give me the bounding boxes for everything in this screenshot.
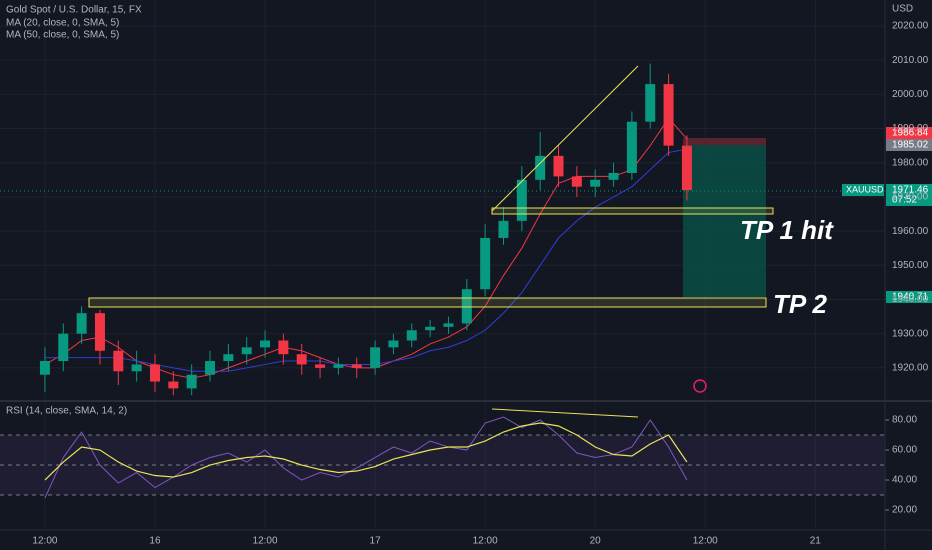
candle-body — [370, 347, 381, 368]
rsi-title: RSI (14, close, SMA, 14, 2) — [6, 406, 127, 417]
y-tick-label: 1970.00 — [892, 192, 929, 203]
x-tick-label: 16 — [149, 536, 161, 547]
x-tick-label: 12:00 — [693, 536, 718, 547]
candle-body — [333, 364, 344, 368]
price-tag — [886, 184, 932, 206]
candle-body — [131, 364, 142, 372]
candle-body — [296, 354, 307, 365]
support-box — [491, 207, 774, 215]
candle-body — [149, 364, 160, 382]
y-tick-label: 2000.00 — [892, 89, 929, 100]
candle-body — [406, 330, 417, 341]
candle-body — [608, 172, 619, 180]
candle-body — [645, 84, 656, 122]
candle-body — [516, 179, 527, 221]
trend-line — [491, 65, 639, 212]
candle-body — [681, 145, 692, 191]
ma-label: MA (20, close, 0, SMA, 5) — [6, 18, 119, 29]
candle-body — [278, 340, 289, 355]
candle-body — [498, 220, 509, 238]
x-tick-label: 17 — [370, 536, 382, 547]
candle-body — [663, 84, 674, 146]
x-tick-label: 20 — [590, 536, 602, 547]
symbol-title: Gold Spot / U.S. Dollar, 15, FX — [6, 5, 142, 16]
candle-body — [571, 176, 582, 187]
support-box — [88, 297, 767, 308]
candle-body — [535, 155, 546, 180]
candle-body — [241, 347, 252, 355]
y-tick-label: 1940.00 — [892, 294, 929, 305]
candle-body — [260, 340, 271, 348]
candle-body — [351, 364, 362, 368]
divergence-line — [491, 408, 639, 418]
x-tick-label: 12:00 — [253, 536, 278, 547]
candle-body — [58, 333, 69, 362]
y-tick-label: 2020.00 — [892, 21, 929, 32]
ma-label: MA (50, close, 0, SMA, 5) — [6, 30, 119, 41]
y-tick-label: 80.00 — [892, 415, 917, 426]
price-tag-label: 1985.02 — [892, 140, 929, 151]
y-tick-label: 40.00 — [892, 475, 917, 486]
y-tick-label: 1950.00 — [892, 260, 929, 271]
symbol-tag — [842, 184, 884, 196]
candle-body — [626, 121, 637, 173]
currency: USD — [892, 4, 913, 15]
candle-body — [168, 381, 179, 389]
candle-body — [186, 374, 197, 389]
candle-body — [94, 313, 105, 351]
candle-body — [461, 289, 472, 324]
countdown: 07:52 — [892, 195, 917, 206]
x-tick-label: 12:00 — [32, 536, 57, 547]
price-tag-label: 1940.71 — [892, 292, 929, 303]
candle-body — [480, 237, 491, 290]
candle-body — [113, 350, 124, 372]
candle-body — [205, 361, 216, 375]
candle-body — [315, 364, 326, 368]
annotation: TP 1 hit — [740, 215, 834, 245]
candle-body — [425, 326, 436, 331]
annotation: TP 2 — [773, 289, 827, 319]
candle-body — [76, 313, 87, 334]
y-tick-label: 1920.00 — [892, 363, 929, 374]
price-tag — [886, 139, 932, 151]
rsi-signal — [44, 422, 688, 481]
x-tick-label: 12:00 — [473, 536, 498, 547]
moving-average — [44, 148, 687, 372]
candle-body — [223, 354, 234, 362]
alert-icon[interactable] — [693, 379, 707, 393]
y-tick-label: 1980.00 — [892, 157, 929, 168]
symbol-tag-label: XAUUSD — [846, 184, 884, 194]
candle-body — [443, 323, 454, 327]
candle-body — [553, 155, 564, 177]
price-tag — [886, 127, 932, 139]
target-zone — [683, 145, 766, 297]
y-tick-label: 60.00 — [892, 445, 917, 456]
y-tick-label: 1930.00 — [892, 328, 929, 339]
price-tag-label: 1986.84 — [892, 128, 929, 139]
rsi-line — [44, 416, 688, 499]
y-tick-label: 1960.00 — [892, 226, 929, 237]
plot — [39, 63, 692, 499]
x-tick-label: 21 — [810, 536, 822, 547]
stop-zone — [683, 138, 766, 145]
y-tick-label: 1990.00 — [892, 123, 929, 134]
price-tag-label: 1971.46 — [892, 185, 929, 196]
price-tag — [886, 291, 932, 303]
y-tick-label: 2010.00 — [892, 55, 929, 66]
candle-body — [388, 340, 399, 348]
candle-body — [590, 179, 601, 187]
candle-body — [39, 361, 50, 375]
y-tick-label: 20.00 — [892, 505, 917, 516]
